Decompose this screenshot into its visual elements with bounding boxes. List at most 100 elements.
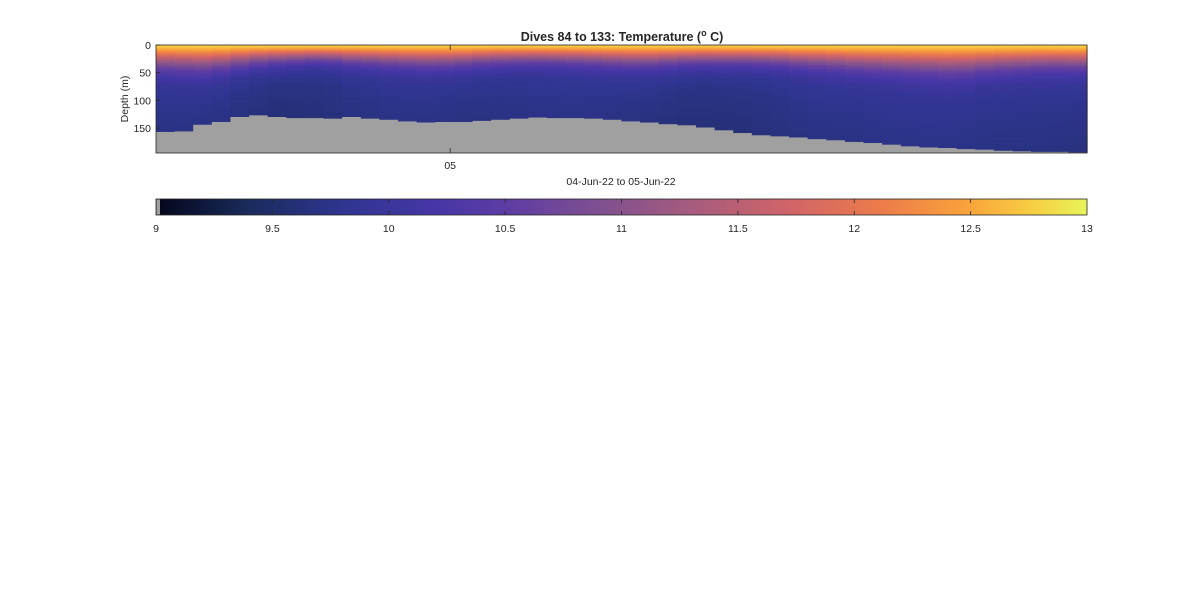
heatmap-cell <box>789 98 809 101</box>
dive-column <box>1031 45 1051 153</box>
heatmap-cell <box>900 123 921 126</box>
heatmap-cell <box>156 46 176 49</box>
heatmap-cell <box>993 45 1014 48</box>
heatmap-cell <box>714 111 734 114</box>
heatmap-cell <box>286 46 306 49</box>
heatmap-cell <box>398 86 418 89</box>
heatmap-cell <box>156 131 176 133</box>
heatmap-cell <box>789 68 809 71</box>
heatmap-cell <box>975 63 995 66</box>
heatmap-cell <box>882 56 902 59</box>
heatmap-cell <box>602 78 623 81</box>
heatmap-cell <box>509 93 529 96</box>
heatmap-cell <box>304 73 325 76</box>
heatmap-cell <box>398 66 418 69</box>
heatmap-cell <box>360 64 381 67</box>
heatmap-cell <box>304 68 325 71</box>
heatmap-cell <box>1049 149 1069 152</box>
heatmap-cell <box>621 108 641 111</box>
heatmap-cell <box>658 106 678 109</box>
heatmap-cell <box>1049 58 1069 61</box>
heatmap-cell <box>1012 141 1032 144</box>
heatmap-cell <box>975 141 995 144</box>
heatmap-cell <box>956 146 976 149</box>
heatmap-cell <box>304 84 325 87</box>
heatmap-cell <box>1049 51 1069 54</box>
heatmap-cell <box>938 63 958 66</box>
heatmap-cell <box>640 46 660 49</box>
heatmap-cell <box>826 84 846 87</box>
heatmap-cell <box>156 93 176 96</box>
heatmap-cell <box>602 116 623 119</box>
heatmap-cell <box>640 61 660 64</box>
heatmap-cell <box>547 71 567 74</box>
heatmap-cell <box>267 45 287 48</box>
heatmap-cell <box>751 98 772 101</box>
heatmap-cell <box>323 93 343 96</box>
heatmap-cell <box>509 114 529 117</box>
heatmap-cell <box>435 93 455 96</box>
heatmap-cell <box>509 86 529 89</box>
heatmap-cell <box>733 63 753 66</box>
heatmap-cell <box>714 99 734 102</box>
heatmap-cell <box>193 119 213 122</box>
no-data-cell <box>956 149 976 153</box>
heatmap-cell <box>323 46 343 49</box>
heatmap-cell <box>789 94 809 97</box>
heatmap-cell <box>304 88 325 91</box>
heatmap-cell <box>844 88 865 91</box>
heatmap-cell <box>360 89 381 92</box>
heatmap-cell <box>249 98 269 101</box>
heatmap-cell <box>342 109 362 112</box>
dive-column <box>621 45 641 153</box>
heatmap-cell <box>584 83 604 86</box>
heatmap-cell <box>975 68 995 71</box>
heatmap-cell <box>658 98 678 101</box>
heatmap-cell <box>1012 46 1032 49</box>
heatmap-cell <box>863 76 883 79</box>
heatmap-cell <box>900 138 921 141</box>
heatmap-cell <box>416 66 436 69</box>
heatmap-cell <box>193 111 213 114</box>
heatmap-cell <box>491 116 511 119</box>
heatmap-cell <box>1049 48 1069 51</box>
heatmap-cell <box>900 129 921 132</box>
heatmap-cell <box>1068 49 1088 53</box>
heatmap-cell <box>435 116 455 119</box>
heatmap-cell <box>472 56 492 59</box>
heatmap-cell <box>1031 54 1051 58</box>
heatmap-cell <box>882 121 902 124</box>
heatmap-cell <box>956 126 976 129</box>
heatmap-cell <box>789 69 809 72</box>
heatmap-cell <box>491 53 511 56</box>
heatmap-cell <box>453 66 474 69</box>
heatmap-cell <box>993 146 1014 149</box>
heatmap-cell <box>584 46 604 49</box>
heatmap-cell <box>714 121 734 124</box>
heatmap-cell <box>658 109 678 112</box>
heatmap-cell <box>993 61 1014 64</box>
heatmap-cell <box>472 84 492 87</box>
heatmap-cell <box>211 54 232 58</box>
heatmap-cell <box>379 88 399 91</box>
heatmap-cell <box>211 121 232 123</box>
heatmap-cell <box>286 59 306 63</box>
heatmap-cell <box>919 133 939 136</box>
heatmap-cell <box>602 59 623 63</box>
heatmap-cell <box>267 74 287 77</box>
heatmap-cell <box>677 59 697 63</box>
heatmap-cell <box>304 45 325 48</box>
heatmap-cell <box>323 88 343 91</box>
heatmap-cell <box>975 129 995 132</box>
heatmap-cell <box>174 45 194 48</box>
no-data-cell <box>751 135 772 153</box>
no-data-cell <box>509 118 529 153</box>
heatmap-cell <box>360 73 381 76</box>
heatmap-cell <box>882 98 902 101</box>
heatmap-cell <box>211 106 232 109</box>
heatmap-cell <box>267 108 287 111</box>
heatmap-cell <box>826 109 846 112</box>
heatmap-cell <box>435 64 455 67</box>
heatmap-cell <box>398 116 418 119</box>
heatmap-cell <box>863 64 883 67</box>
